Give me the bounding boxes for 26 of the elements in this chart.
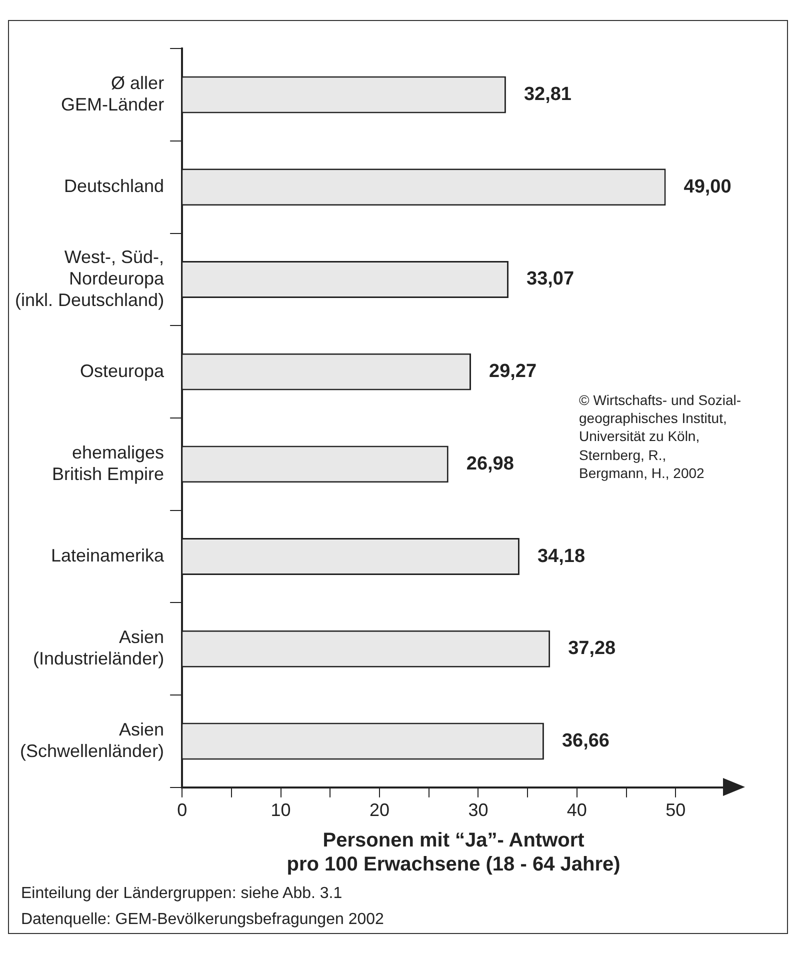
data-label: 49,00 [684, 176, 732, 198]
y-tick-label: Osteuropa [80, 360, 166, 381]
data-label: 34,18 [537, 546, 586, 567]
y-tick-label: ehemaliges British Empire [52, 442, 164, 484]
data-label: 26,98 [466, 453, 514, 474]
x-axis-title: Personen mit “Ja”- Antwort pro 100 Erwachsene (18 - 64 Jahre) [286, 830, 620, 876]
y-tick-label: West-, Süd-, Nordeuropa (inkl. Deutschland) [15, 246, 166, 310]
y-tick-label: Ø aller GEM-Länder [61, 72, 164, 115]
x-tick-label: 30 [468, 800, 488, 820]
data-label: 29,27 [489, 361, 537, 382]
y-tick-label: Asien (Schwellenländer) [20, 719, 164, 761]
text: Einteilung der Ländergruppen: siehe Abb. 3.1 [20, 884, 344, 904]
data-label: 37,28 [568, 638, 616, 660]
y-tick-label: Lateinamerika [51, 545, 166, 566]
text: Datenquelle: GEM-Bevölkerungsbefragungen 2002 [20, 910, 385, 930]
x-tick-label: 20 [369, 800, 390, 820]
x-tick-label: 40 [566, 800, 587, 820]
data-label: 32,81 [524, 84, 572, 106]
annotation: © Wirtschafts- und Sozial- geographisches Institut, Universität zu Köln, Sternberg, R., Bergmann, H., 2002 [579, 391, 742, 482]
y-tick-label: Deutschland [64, 176, 164, 196]
data-label: 33,07 [526, 268, 574, 290]
data-label: 36,66 [562, 730, 610, 752]
x-tick-label: 50 [666, 800, 686, 820]
x-tick-label: 10 [270, 800, 291, 820]
x-tick-label: 0 [177, 800, 188, 820]
y-tick-label: Asien (Industrieländer) [33, 627, 164, 669]
